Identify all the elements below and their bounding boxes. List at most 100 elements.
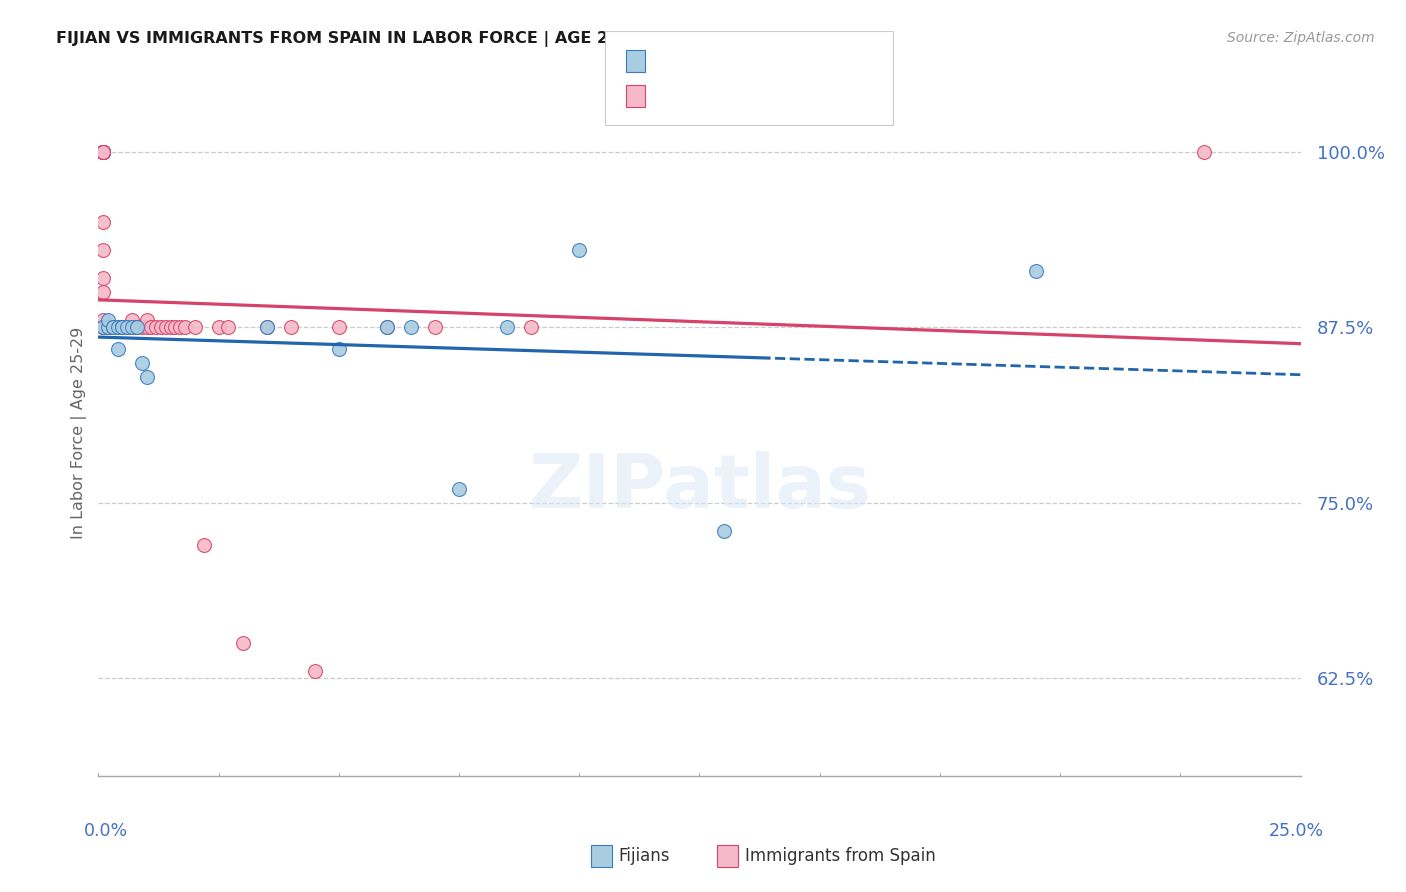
Text: N =: N = <box>763 52 803 70</box>
Text: 0.025: 0.025 <box>700 52 751 70</box>
Point <box>107 320 129 334</box>
Point <box>125 320 148 334</box>
Point <box>256 320 278 334</box>
Point <box>91 320 114 334</box>
Point <box>135 369 157 384</box>
Point <box>111 320 134 334</box>
Point <box>91 145 114 160</box>
Point <box>97 320 120 334</box>
Point <box>423 320 446 334</box>
Point <box>111 320 134 334</box>
Text: 0.177: 0.177 <box>700 87 752 105</box>
Point <box>101 320 124 334</box>
Point <box>91 145 114 160</box>
Point <box>97 320 120 334</box>
Point <box>97 320 120 334</box>
Point <box>713 524 735 538</box>
Point <box>149 320 172 334</box>
Point <box>91 320 114 334</box>
Point <box>91 145 114 160</box>
Point <box>165 320 187 334</box>
Point <box>174 320 197 334</box>
Point <box>135 313 157 327</box>
Text: 25.0%: 25.0% <box>1268 822 1324 840</box>
Point <box>91 320 114 334</box>
Point <box>107 320 129 334</box>
Text: 23: 23 <box>808 52 831 70</box>
Point <box>217 320 239 334</box>
Point <box>169 320 191 334</box>
Point <box>91 145 114 160</box>
Point <box>375 320 398 334</box>
Point <box>117 320 139 334</box>
Point <box>91 145 114 160</box>
Point <box>193 538 215 552</box>
Text: ZIPatlas: ZIPatlas <box>529 451 870 524</box>
Point <box>111 320 134 334</box>
Text: 0.0%: 0.0% <box>83 822 128 840</box>
Point <box>135 320 157 334</box>
Point <box>183 320 205 334</box>
Point <box>375 320 398 334</box>
Point <box>101 320 124 334</box>
Point <box>131 320 153 334</box>
Point <box>91 145 114 160</box>
Point <box>101 320 124 334</box>
Point <box>141 320 163 334</box>
Point <box>117 320 139 334</box>
Point <box>121 313 143 327</box>
Point <box>1194 145 1216 160</box>
Point <box>155 320 177 334</box>
Point <box>91 145 114 160</box>
Text: Fijians: Fijians <box>619 847 671 865</box>
Point <box>1025 264 1047 278</box>
Point <box>125 320 148 334</box>
Text: 61: 61 <box>808 87 831 105</box>
Point <box>107 320 129 334</box>
Point <box>121 320 143 334</box>
Point <box>159 320 181 334</box>
Point <box>91 285 114 300</box>
Point <box>91 145 114 160</box>
Y-axis label: In Labor Force | Age 25-29: In Labor Force | Age 25-29 <box>72 326 87 539</box>
Point <box>111 320 134 334</box>
Point <box>496 320 519 334</box>
Point <box>91 320 114 334</box>
Point <box>117 320 139 334</box>
Point <box>91 145 114 160</box>
Point <box>328 342 350 356</box>
Point <box>111 320 134 334</box>
Text: R =: R = <box>654 52 693 70</box>
Point <box>399 320 422 334</box>
Point <box>568 244 591 258</box>
Point <box>91 145 114 160</box>
Point <box>91 215 114 229</box>
Point <box>97 320 120 334</box>
Point <box>328 320 350 334</box>
Point <box>97 313 120 327</box>
Text: Immigrants from Spain: Immigrants from Spain <box>745 847 936 865</box>
Point <box>232 636 254 650</box>
Point <box>145 320 167 334</box>
Point <box>91 244 114 258</box>
Point <box>208 320 231 334</box>
Point <box>125 320 148 334</box>
Point <box>520 320 543 334</box>
Point <box>447 482 470 496</box>
Text: FIJIAN VS IMMIGRANTS FROM SPAIN IN LABOR FORCE | AGE 25-29 CORRELATION CHART: FIJIAN VS IMMIGRANTS FROM SPAIN IN LABOR… <box>56 31 846 47</box>
Point <box>131 355 153 369</box>
Text: Source: ZipAtlas.com: Source: ZipAtlas.com <box>1227 31 1375 45</box>
Point <box>101 320 124 334</box>
Text: R =: R = <box>654 87 693 105</box>
Point <box>91 313 114 327</box>
Point <box>101 320 124 334</box>
Point <box>304 664 326 678</box>
Point <box>97 320 120 334</box>
Point <box>280 320 302 334</box>
Point <box>91 271 114 285</box>
Point <box>91 145 114 160</box>
Text: N =: N = <box>763 87 803 105</box>
Point <box>107 342 129 356</box>
Point <box>121 320 143 334</box>
Point <box>256 320 278 334</box>
